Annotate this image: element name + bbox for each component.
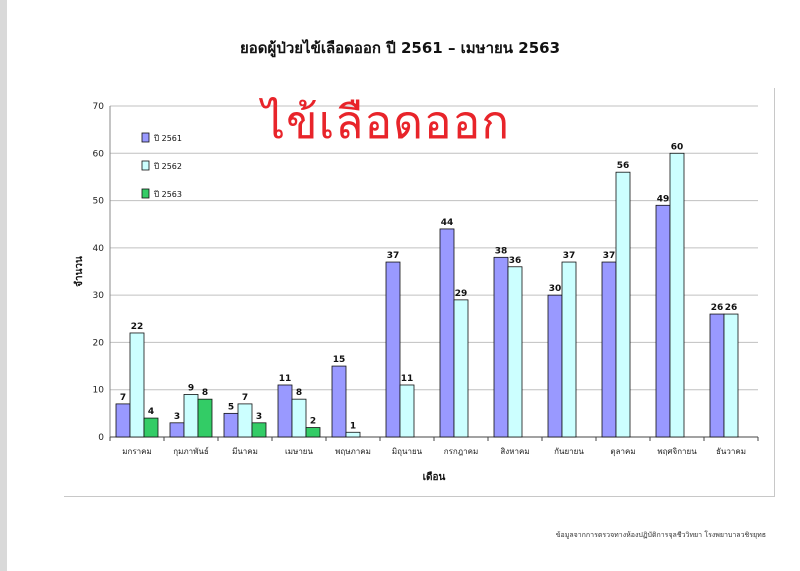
x-tick-label: ธันวาคม	[716, 447, 746, 456]
x-tick-label: พฤศจิกายน	[657, 447, 697, 456]
bar	[183, 394, 199, 438]
data-label: 5	[228, 402, 234, 412]
source-note: ข้อมูลจากการตรวจทางห้องปฏิบัติการจุลชีวว…	[555, 531, 766, 539]
bar	[655, 204, 671, 438]
bar	[547, 294, 563, 438]
data-label: 7	[120, 393, 126, 403]
overlay-title: ไข้เลือดออก	[262, 95, 511, 149]
bar	[615, 171, 631, 438]
data-label: 22	[131, 322, 144, 332]
data-label: 3	[256, 412, 262, 422]
bar	[223, 412, 239, 438]
data-label: 2	[310, 417, 316, 427]
data-label: 9	[188, 383, 194, 393]
chart-title: ยอดผู้ป่วยไข้เลือดออก ปี 2561 – เมษายน 2…	[239, 39, 561, 57]
data-label: 30	[549, 284, 562, 294]
legend-swatch	[141, 132, 150, 143]
bar	[385, 261, 401, 438]
bar	[291, 398, 307, 438]
bar	[129, 332, 145, 438]
legend-label: ปี 2561	[153, 134, 182, 143]
data-label: 15	[333, 355, 346, 365]
x-tick-label: กุมภาพันธ์	[173, 446, 209, 456]
bar	[507, 266, 523, 438]
bar	[723, 313, 739, 438]
bar	[345, 431, 361, 438]
bar	[143, 417, 159, 438]
chart-frame	[64, 88, 775, 497]
x-tick-label: พฤษภาคม	[335, 447, 371, 456]
x-tick-label: กันยายน	[554, 447, 584, 456]
bar	[169, 422, 185, 438]
bar	[561, 261, 577, 438]
bar	[305, 427, 321, 438]
bar	[601, 261, 617, 438]
x-tick-label: มิถุนายน	[392, 447, 423, 456]
bar	[453, 299, 469, 438]
data-label: 56	[617, 161, 630, 171]
x-tick-label: ตุลาคม	[610, 447, 635, 456]
data-label: 1	[350, 421, 356, 431]
data-label: 3	[174, 412, 180, 422]
data-label: 44	[441, 218, 454, 228]
data-label: 7	[242, 393, 248, 403]
y-tick-label: 70	[93, 102, 105, 112]
data-label: 8	[202, 388, 208, 398]
bar	[709, 313, 725, 438]
data-label: 37	[387, 251, 400, 261]
data-label: 37	[563, 251, 576, 261]
data-label: 36	[509, 256, 522, 266]
y-tick-label: 30	[93, 291, 105, 301]
legend-swatch	[141, 160, 150, 171]
x-tick-label: สิงหาคม	[500, 447, 529, 456]
data-label: 11	[401, 374, 414, 384]
data-label: 49	[657, 194, 670, 204]
data-label: 26	[725, 303, 738, 313]
x-tick-label: เมษายน	[285, 447, 313, 456]
window-edge	[0, 0, 7, 571]
legend-label: ปี 2562	[153, 162, 182, 171]
x-tick-label: กรกฎาคม	[444, 447, 478, 456]
bar	[115, 403, 131, 438]
y-tick-label: 20	[93, 338, 105, 348]
x-tick-label: มกราคม	[122, 447, 152, 456]
bar	[277, 384, 293, 438]
y-tick-label: 40	[93, 244, 105, 254]
y-tick-label: 10	[93, 386, 105, 396]
data-label: 60	[671, 142, 684, 152]
bar	[439, 228, 455, 438]
bar	[197, 398, 213, 438]
data-label: 4	[148, 407, 154, 417]
y-tick-label: 50	[93, 197, 105, 207]
bar	[399, 384, 415, 438]
x-axis-title: เดือน	[423, 471, 446, 483]
bar	[493, 256, 509, 438]
legend-swatch	[141, 188, 150, 199]
y-tick-label: 60	[93, 149, 105, 159]
legend-label: ปี 2563	[153, 190, 182, 199]
data-label: 26	[711, 303, 724, 313]
bar	[251, 422, 267, 438]
bar	[669, 152, 685, 438]
data-label: 11	[279, 374, 292, 384]
data-label: 29	[455, 289, 468, 299]
data-label: 38	[495, 246, 508, 256]
data-label: 8	[296, 388, 302, 398]
x-tick-label: มีนาคม	[232, 447, 258, 456]
bar	[331, 365, 347, 438]
y-axis-title: จำนวน	[73, 256, 85, 287]
data-label: 37	[603, 251, 616, 261]
y-tick-label: 0	[98, 433, 104, 443]
bar	[237, 403, 253, 438]
